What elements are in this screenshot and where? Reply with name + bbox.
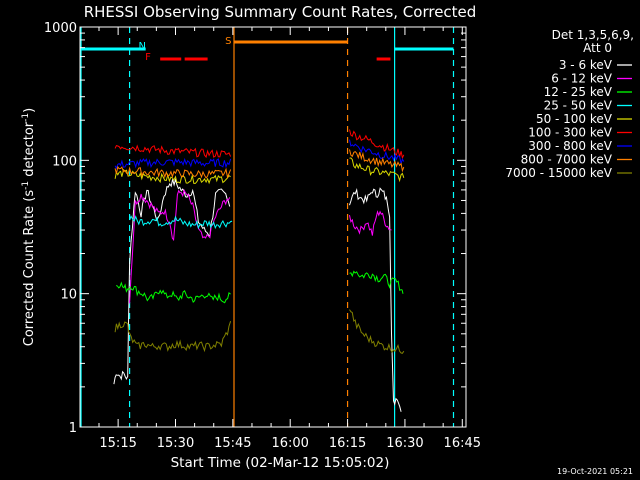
state-flag-label: S: [225, 36, 231, 47]
y-tick-label: 10: [60, 288, 77, 303]
y-tick-label: 1000: [44, 21, 77, 36]
timestamp: 19-Oct-2021 05:21: [557, 467, 633, 476]
legend-label: 100 - 300 keV: [528, 126, 612, 140]
legend-label: 50 - 100 keV: [536, 112, 613, 126]
x-tick-label: 15:15: [99, 436, 136, 451]
y-axis-label-part: ): [22, 108, 37, 113]
y-axis-label-part: detector: [22, 121, 37, 181]
x-tick-label: 16:15: [329, 436, 366, 451]
x-axis-label: Start Time (02-Mar-12 15:05:02): [171, 455, 390, 471]
plot-area: NF S: [80, 27, 455, 427]
y-tick-label: 1: [69, 421, 77, 436]
legend-label: 800 - 7000 keV: [521, 153, 613, 167]
x-tick-label: 16:00: [271, 436, 308, 451]
y-axis: 1 10 100 1000: [44, 21, 466, 436]
y-tick-label: 100: [52, 154, 77, 169]
x-tick-label: 16:30: [386, 436, 423, 451]
series-line-3: [115, 270, 404, 304]
state-flag-label: F: [145, 52, 151, 63]
x-tick-label: 15:45: [214, 436, 251, 451]
series-line-9: [114, 309, 405, 354]
y-axis-label-superscript: -1: [21, 113, 31, 122]
legend-label: 6 - 12 keV: [551, 72, 613, 86]
legend-header-line: Det 1,3,5,6,9,: [552, 28, 634, 42]
series-line-7: [114, 139, 405, 170]
x-axis: 15:15 15:30 15:45 16:00 16:15 16:30 16:45: [98, 27, 481, 451]
x-tick-label: 16:45: [444, 436, 481, 451]
series-line-8: [114, 149, 405, 180]
x-tick-label: 15:30: [157, 436, 194, 451]
legend-label: 7000 - 15000 keV: [505, 166, 612, 180]
y-axis-label: Corrected Count Rate (s-1 detector-1): [21, 108, 37, 346]
legend-label: 300 - 800 keV: [528, 139, 612, 153]
series-line-4: [129, 215, 233, 230]
legend-header-line: Att 0: [583, 41, 612, 55]
state-flag-label: N: [138, 41, 145, 52]
legend-label: 3 - 6 keV: [559, 58, 613, 72]
y-axis-label-superscript: -1: [21, 181, 31, 190]
legend-label: 25 - 50 keV: [544, 99, 613, 113]
y-axis-label-part: Corrected Count Rate (s: [22, 190, 37, 347]
chart-title: RHESSI Observing Summary Count Rates, Co…: [84, 3, 477, 21]
plot-frame: [79, 26, 467, 428]
legend-label: 12 - 25 keV: [544, 85, 613, 99]
